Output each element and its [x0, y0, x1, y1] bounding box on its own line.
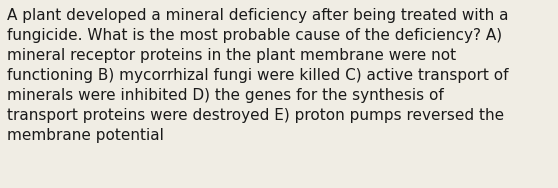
Text: A plant developed a mineral deficiency after being treated with a
fungicide. Wha: A plant developed a mineral deficiency a… [7, 8, 509, 143]
